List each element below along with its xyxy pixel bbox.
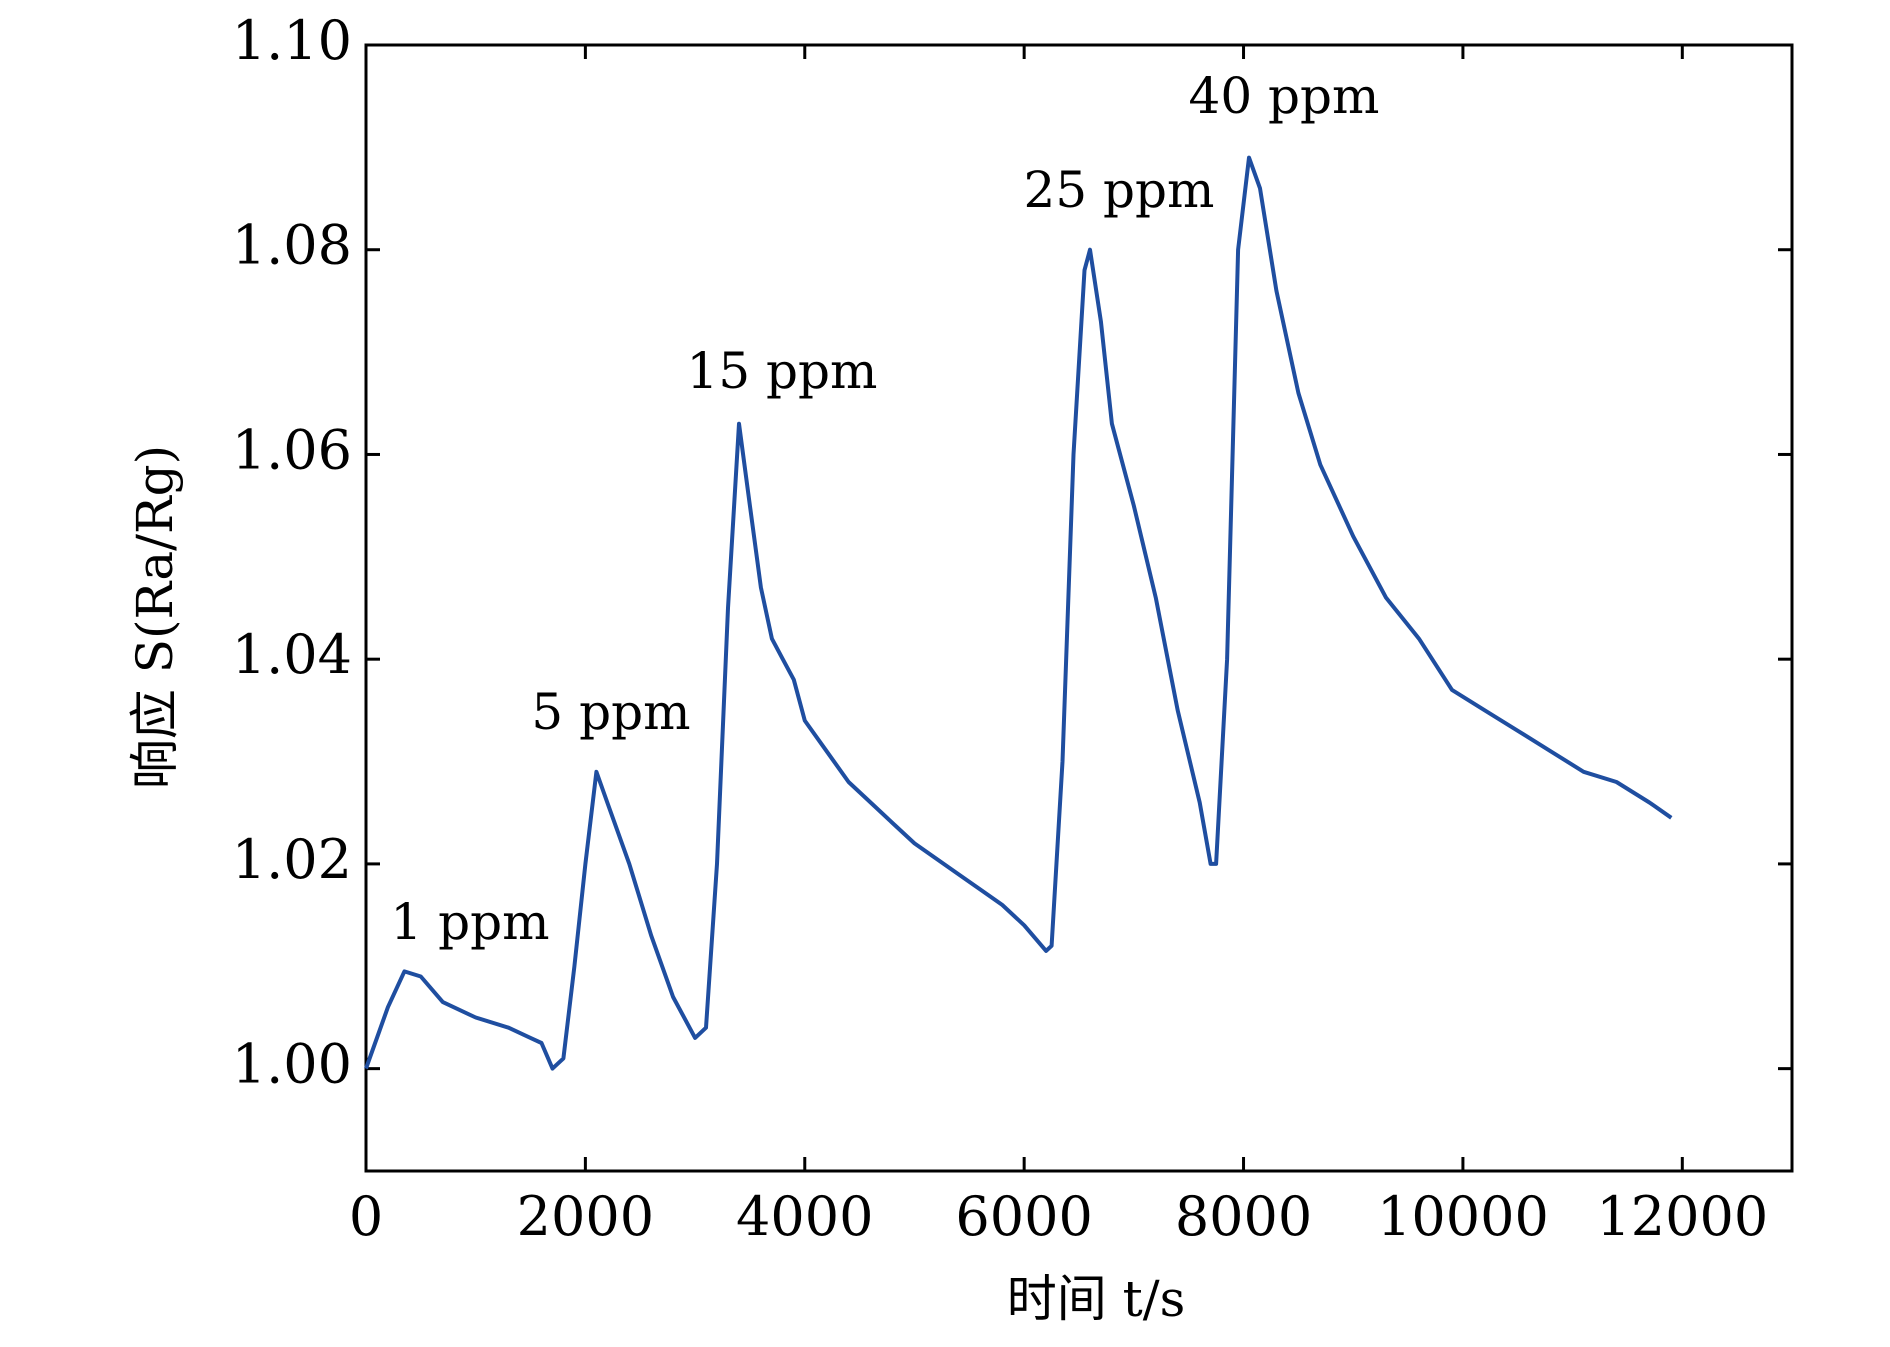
- plot-frame: [364, 43, 1794, 1173]
- y-axis-label: 响应 S(Ra/Rg): [126, 445, 184, 789]
- x-tick-label: 12000: [1596, 1185, 1768, 1248]
- x-tick-label: 10000: [1377, 1185, 1549, 1248]
- annotation: 15 ppm: [687, 342, 878, 400]
- x-tick-label: 4000: [736, 1185, 873, 1248]
- x-tick-label: 8000: [1175, 1185, 1312, 1248]
- annotation: 5 ppm: [531, 683, 690, 741]
- annotation: 40 ppm: [1189, 67, 1380, 125]
- x-tick-label: 6000: [955, 1185, 1092, 1248]
- x-axis-label: 时间 t/s: [1007, 1270, 1186, 1328]
- data-line: [364, 155, 1673, 1071]
- y-tick-label: 1.10: [232, 9, 352, 72]
- x-tick-label: 0: [349, 1185, 383, 1248]
- y-tick-label: 1.00: [232, 1033, 352, 1096]
- y-tick-label: 1.06: [232, 418, 352, 481]
- annotation: 1 ppm: [390, 893, 549, 951]
- y-tick-label: 1.08: [232, 214, 352, 277]
- y-tick-label: 1.02: [232, 828, 352, 891]
- x-tick-label: 2000: [517, 1185, 654, 1248]
- annotation: 25 ppm: [1024, 161, 1215, 219]
- y-tick-label: 1.04: [232, 623, 352, 686]
